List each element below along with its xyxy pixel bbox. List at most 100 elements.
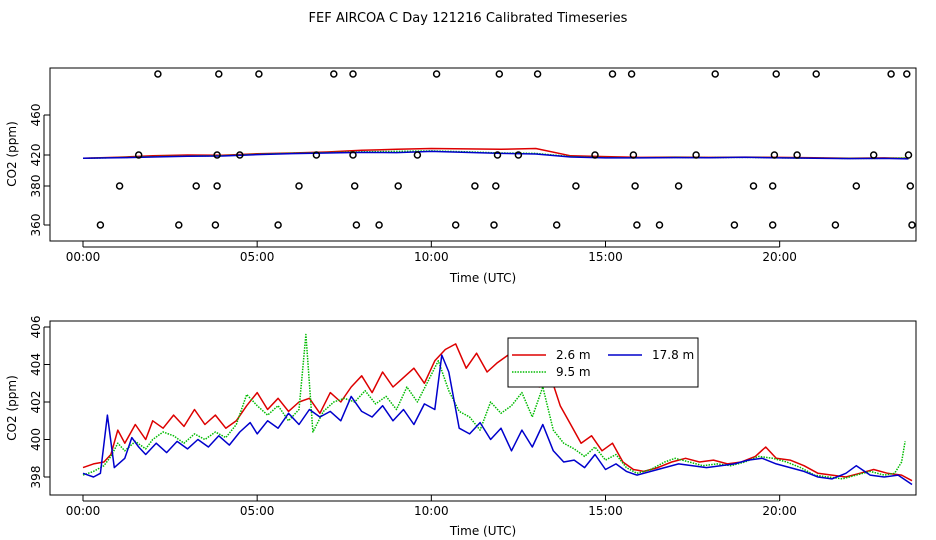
series-line-2-6-m <box>82 343 913 482</box>
calibration-point <box>711 70 719 78</box>
calibration-point <box>255 70 263 78</box>
calibration-point <box>793 151 801 159</box>
calibration-point <box>903 70 911 78</box>
calibration-point <box>375 221 383 229</box>
series-bottom <box>82 333 913 486</box>
calibration-point <box>490 221 498 229</box>
calibration-point <box>274 221 282 229</box>
calibration-point <box>533 70 542 78</box>
calibration-point <box>831 221 840 229</box>
legend-label-9-5m: 9.5 m <box>556 365 591 379</box>
calibration-point <box>134 151 143 159</box>
y-tick-label: 400 <box>29 428 43 451</box>
legend-label-17-8m: 17.8 m <box>652 348 694 362</box>
calibration-point <box>213 182 221 190</box>
y-tick-label: 380 <box>29 175 43 198</box>
calibration-point <box>471 182 479 190</box>
legend-box <box>507 337 699 388</box>
chart-title: FEF AIRCOA C Day 121216 Calibrated Times… <box>309 11 628 26</box>
calibration-point <box>432 70 441 78</box>
calibration-point <box>906 182 915 190</box>
series-line-17-8-m <box>82 354 913 486</box>
y-axis-label-bottom: CO2 (ppm) <box>5 375 19 441</box>
legend: 2.6 m 17.8 m 9.5 m <box>507 337 699 388</box>
calibration-point <box>349 151 357 159</box>
calibration-point <box>655 221 664 229</box>
series-line-17-8-m <box>82 150 909 160</box>
calibration-point <box>514 151 523 159</box>
x-tick-label: 00:00 <box>66 250 101 264</box>
series-top <box>82 147 909 160</box>
legend-label-2-6m: 2.6 m <box>556 348 591 362</box>
calibration-point <box>312 151 321 159</box>
calibration-point <box>349 70 357 78</box>
y-tick-label: 398 <box>29 466 43 489</box>
calibration-point <box>629 151 638 159</box>
y-tick-label: 402 <box>29 391 43 414</box>
panel-bottom: 00:00 05:00 10:00 15:00 20:00 398 400 402 404 40… <box>5 316 917 538</box>
x-tick-label: 10:00 <box>414 250 449 264</box>
calibration-point <box>730 221 739 229</box>
series-line-9-5-m <box>82 333 906 480</box>
calibration-point <box>394 182 402 190</box>
calibration-point <box>495 70 504 78</box>
calibration-point <box>175 221 183 229</box>
x-tick-label: 10:00 <box>414 504 449 518</box>
y-tick-label: 460 <box>29 104 43 127</box>
x-axis-bottom: 00:00 05:00 10:00 15:00 20:00 <box>66 495 797 518</box>
x-tick-label: 15:00 <box>588 250 623 264</box>
calibration-point <box>768 221 777 229</box>
calibration-point <box>869 151 878 159</box>
calibration-point <box>887 70 895 78</box>
calibration-point <box>295 182 303 190</box>
calibration-point <box>493 151 502 159</box>
calibration-point <box>492 182 500 190</box>
calibration-point <box>213 151 221 159</box>
calibration-point <box>96 221 105 229</box>
calibration-point <box>627 70 636 78</box>
y-axis-top: 360 380 420 460 <box>29 104 50 237</box>
calibration-point <box>451 221 460 229</box>
calibration-point <box>211 221 220 229</box>
calibration-point <box>413 151 422 159</box>
calibration-point <box>772 70 780 78</box>
calibration-point <box>904 151 913 159</box>
x-axis-label-top: Time (UTC) <box>449 271 516 285</box>
calibration-point <box>192 182 200 190</box>
calibration-point <box>608 70 617 78</box>
calibration-point <box>572 182 580 190</box>
calibration-point <box>812 70 820 78</box>
x-tick-label: 05:00 <box>240 504 275 518</box>
calibration-point <box>674 182 683 190</box>
y-tick-label: 360 <box>29 214 43 237</box>
y-axis-label-top: CO2 (ppm) <box>5 121 19 187</box>
x-tick-label: 20:00 <box>762 504 797 518</box>
x-tick-label: 05:00 <box>240 250 275 264</box>
plot-frame-bottom <box>49 320 917 496</box>
calibration-point <box>236 151 244 159</box>
x-axis-top: 00:00 05:00 10:00 15:00 20:00 <box>66 241 797 264</box>
x-tick-label: 00:00 <box>66 504 101 518</box>
calibration-point <box>852 182 861 190</box>
calibration-point <box>352 221 361 229</box>
calibration-point <box>350 182 359 190</box>
calibration-point <box>749 182 758 190</box>
calibration-point <box>692 151 700 159</box>
y-tick-label: 420 <box>29 144 43 167</box>
x-tick-label: 20:00 <box>762 250 797 264</box>
calibration-point <box>552 221 561 229</box>
calibration-point <box>330 70 338 78</box>
x-tick-label: 15:00 <box>588 504 623 518</box>
y-tick-label: 406 <box>29 316 43 339</box>
calibration-point <box>633 221 641 229</box>
y-tick-label: 404 <box>29 353 43 376</box>
calibration-point <box>631 182 639 190</box>
y-axis-bottom: 398 400 402 404 406 <box>29 316 50 489</box>
calibration-point <box>591 151 599 159</box>
calibration-point <box>154 70 162 78</box>
calibration-point <box>768 182 777 190</box>
calibration-point <box>215 70 223 78</box>
calibration-points <box>96 70 916 229</box>
panel-top: 00:00 05:00 10:00 15:00 20:00 360 380 420 460 T… <box>5 67 917 285</box>
